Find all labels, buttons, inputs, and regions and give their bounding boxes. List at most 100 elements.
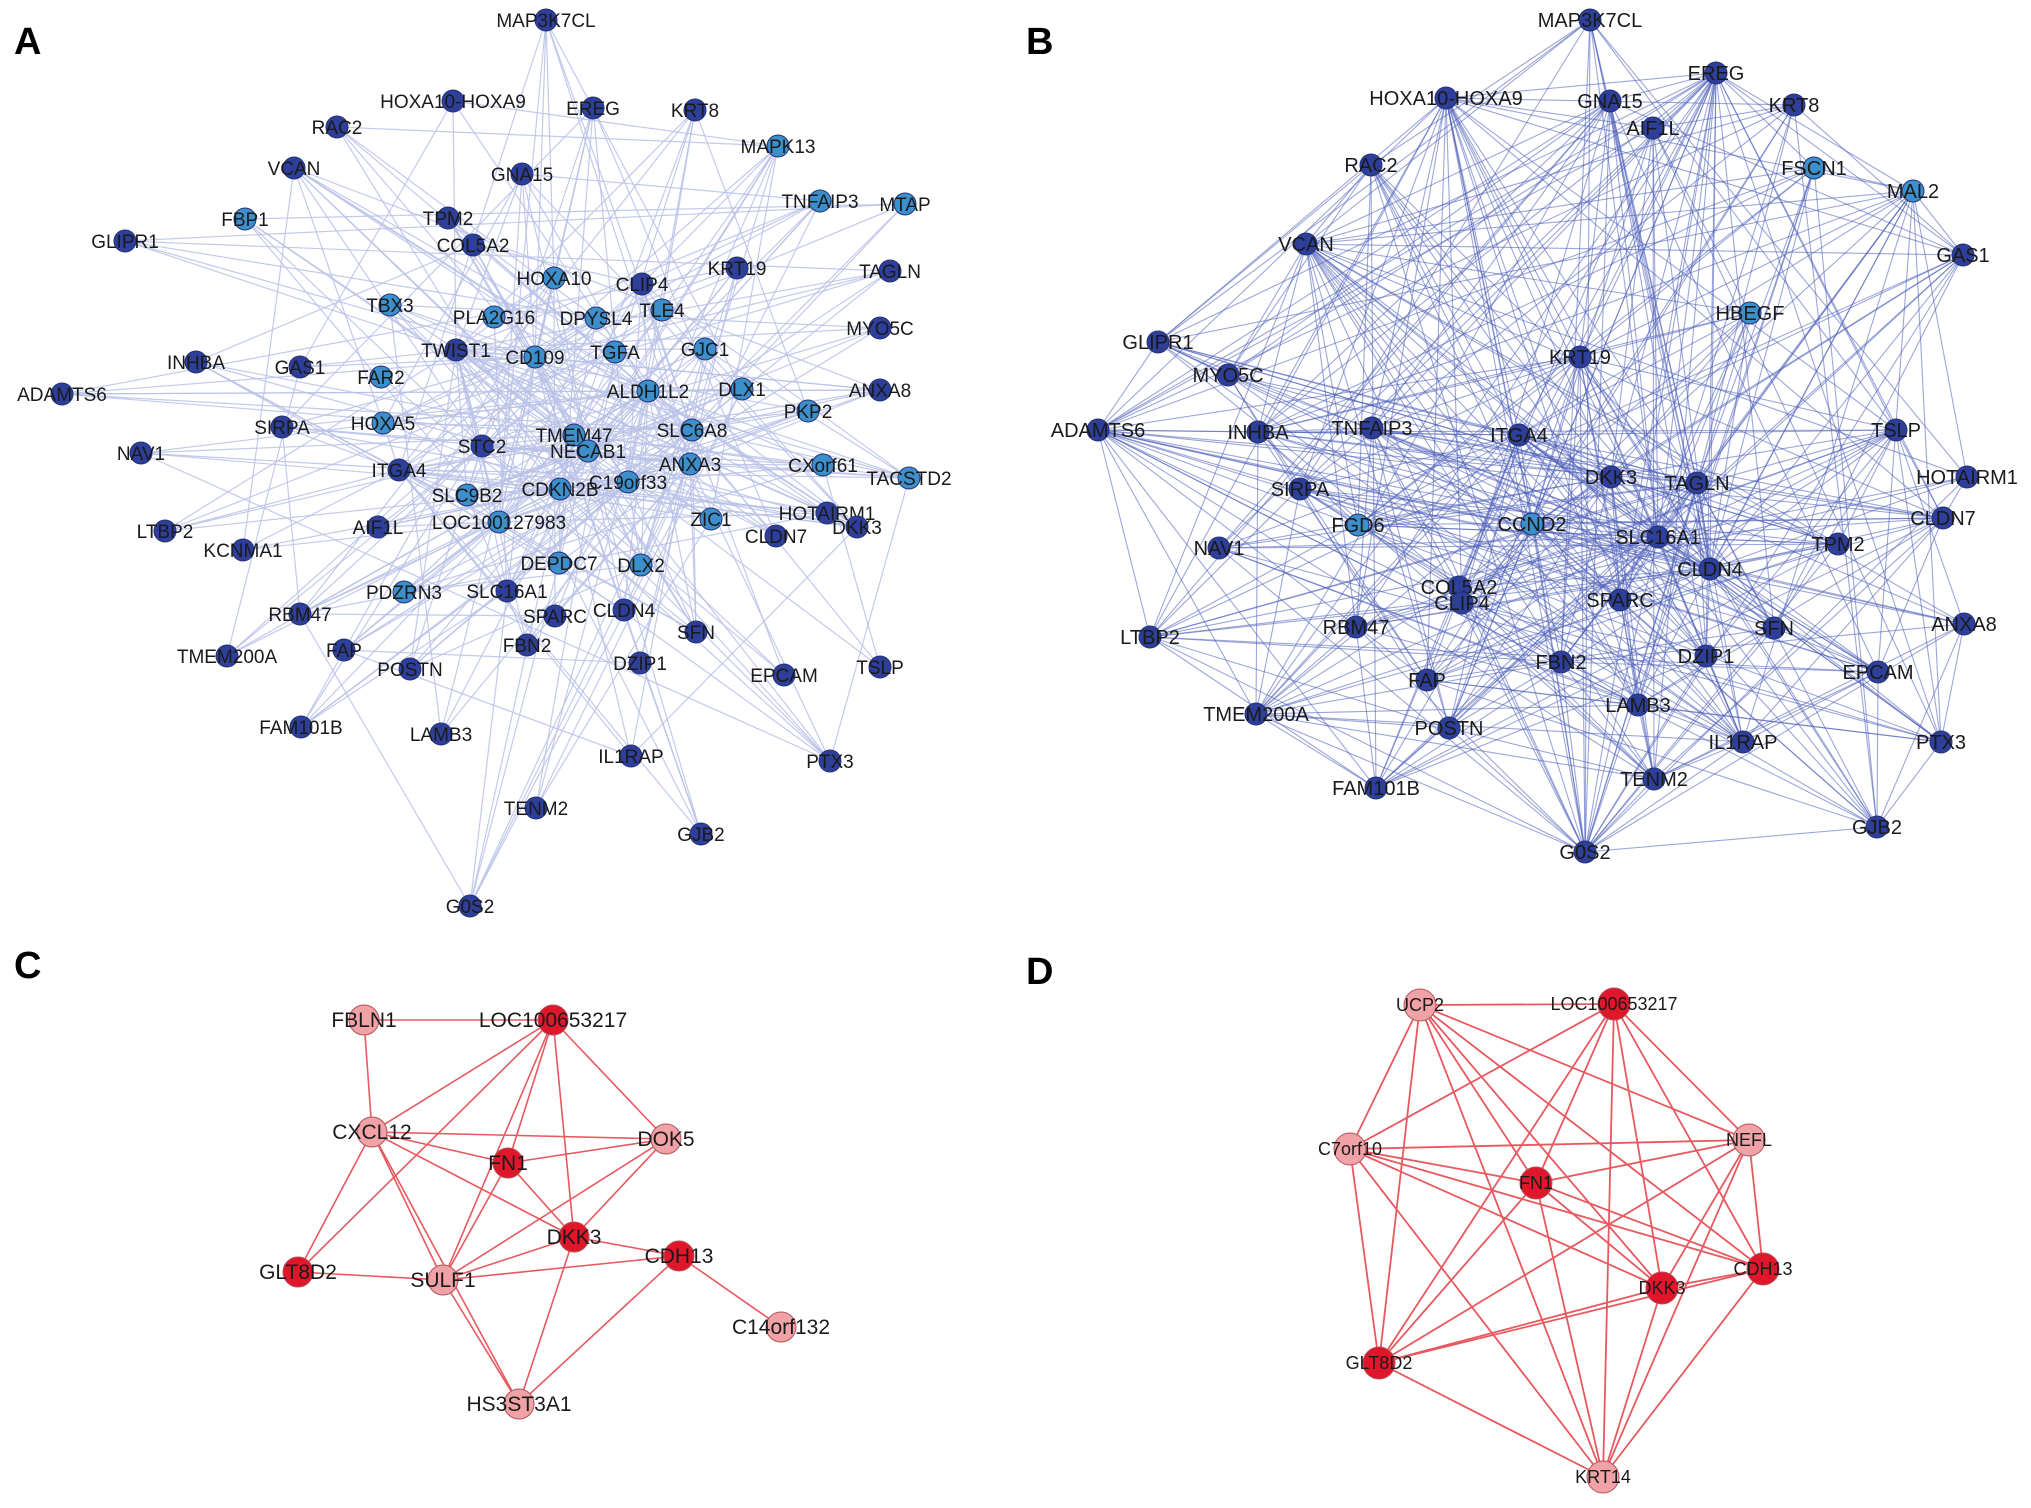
network-edge xyxy=(1097,429,1151,638)
network-edge xyxy=(1584,627,1775,853)
node-label-clip4: CLIP4 xyxy=(616,275,669,296)
network-edge xyxy=(455,349,858,528)
network-edge xyxy=(1305,243,1751,314)
network-edge xyxy=(1371,427,1460,588)
network-edge xyxy=(1257,167,1815,433)
node-anxa8 xyxy=(868,378,892,402)
node-label-fap: FAP xyxy=(1408,670,1446,692)
network-edge xyxy=(1299,488,1533,525)
node-label-mtap: MTAP xyxy=(879,195,930,216)
network-edge xyxy=(1097,429,1377,789)
network-edge xyxy=(691,203,906,431)
node-label-aif1l: AIF1L xyxy=(353,518,404,539)
node-label-c19orf33: C19orf33 xyxy=(589,473,667,494)
network-edge xyxy=(1560,476,1612,663)
node-label-cldn4: CLDN4 xyxy=(593,601,656,622)
network-edge xyxy=(1637,190,1914,706)
network-edge xyxy=(1299,488,1839,545)
network-edge xyxy=(1445,97,1711,570)
node-mal2 xyxy=(1901,179,1925,203)
network-edge xyxy=(1940,623,1965,743)
network-edge xyxy=(300,590,508,728)
network-edge xyxy=(521,173,858,528)
network-edge xyxy=(1299,488,1965,625)
network-edge xyxy=(627,145,779,483)
node-label-col5a2: COL5A2 xyxy=(437,236,510,257)
network-edge xyxy=(1613,1003,1764,1270)
node-label-dkk3: DKK3 xyxy=(832,518,882,539)
node-label-ereg: EREG xyxy=(1688,63,1745,85)
network-edge xyxy=(1560,356,1581,663)
network-edge xyxy=(1696,482,1878,828)
network-edge xyxy=(1895,429,1944,519)
network-edge xyxy=(1445,97,1654,129)
network-edge xyxy=(1349,1148,1764,1270)
network-edge xyxy=(466,390,649,496)
network-edge xyxy=(641,283,649,392)
node-label-stc2: STC2 xyxy=(458,437,507,458)
network-edge xyxy=(559,410,809,490)
network-edge xyxy=(647,389,881,392)
node-label-hoxa10-hoxa9: HOXA10-HOXA9 xyxy=(1369,88,1522,110)
network-edge xyxy=(587,450,642,566)
node-label-aif1l: AIF1L xyxy=(1626,118,1679,140)
node-tagln xyxy=(878,259,902,283)
network-edge xyxy=(398,469,625,611)
node-label-loc100653217: LOC100653217 xyxy=(479,1009,627,1032)
node-krt19 xyxy=(725,256,749,280)
network-edge xyxy=(1448,661,1562,729)
network-edge xyxy=(403,481,629,593)
network-edge xyxy=(1255,704,1639,715)
network-edge xyxy=(1610,72,1717,478)
edges-panel-d xyxy=(1349,1003,1764,1478)
node-tbx3 xyxy=(378,293,402,317)
node-label-tnfaip3: TNFAIP3 xyxy=(781,192,858,213)
node-label-ptx3: PTX3 xyxy=(1916,732,1966,754)
network-edge xyxy=(1255,713,1744,743)
network-edge xyxy=(691,389,881,431)
network-edge xyxy=(1837,429,1897,545)
network-edge xyxy=(409,564,642,670)
node-label-cldn7: CLDN7 xyxy=(1910,508,1976,530)
network-edge xyxy=(1518,434,1879,673)
node-label-krt19: KRT19 xyxy=(708,259,767,280)
node-label-gna15: GNA15 xyxy=(1577,91,1643,113)
network-edge xyxy=(545,19,743,390)
network-edge xyxy=(678,1255,782,1328)
network-edge xyxy=(1602,1003,1615,1478)
network-edge xyxy=(1518,312,1751,436)
network-edge xyxy=(1426,104,1795,681)
node-label-tenm2: TENM2 xyxy=(504,799,568,820)
node-postn xyxy=(398,657,422,681)
network-edge xyxy=(573,1236,680,1257)
network-edge xyxy=(1535,1003,1615,1184)
node-loc100653217 xyxy=(537,1004,569,1036)
network-edge xyxy=(371,1131,509,1164)
node-mapk13 xyxy=(766,134,790,158)
network-edge xyxy=(1696,104,1795,484)
node-inhba xyxy=(1246,420,1270,444)
node-map3k7cl xyxy=(1578,8,1602,32)
node-tenm2 xyxy=(1642,767,1666,791)
node-label-ltbp2: LTBP2 xyxy=(137,522,194,543)
node-label-fbn2: FBN2 xyxy=(1535,652,1586,674)
network-edge xyxy=(1370,164,1377,789)
network-edge xyxy=(1773,254,1964,629)
network-edge xyxy=(1696,482,1944,519)
node-label-dpysl4: DPYSL4 xyxy=(560,309,633,330)
network-edge xyxy=(1584,623,1965,853)
node-aif1l xyxy=(1641,116,1665,140)
node-twist1 xyxy=(444,338,468,362)
node-c19orf33 xyxy=(616,470,640,494)
network-edge xyxy=(1257,427,1373,433)
network-edge xyxy=(1426,543,1839,681)
network-edge xyxy=(1227,72,1717,376)
node-adamts6 xyxy=(50,382,74,406)
network-edge xyxy=(1535,1182,1604,1478)
node-label-loc100127983: LOC100127983 xyxy=(432,513,566,534)
network-edge xyxy=(1602,1139,1750,1478)
network-edge xyxy=(1357,524,1878,828)
node-label-fap: FAP xyxy=(326,641,362,662)
network-edge xyxy=(498,481,629,523)
node-label-tnfaip3: TNFAIP3 xyxy=(1331,418,1412,440)
